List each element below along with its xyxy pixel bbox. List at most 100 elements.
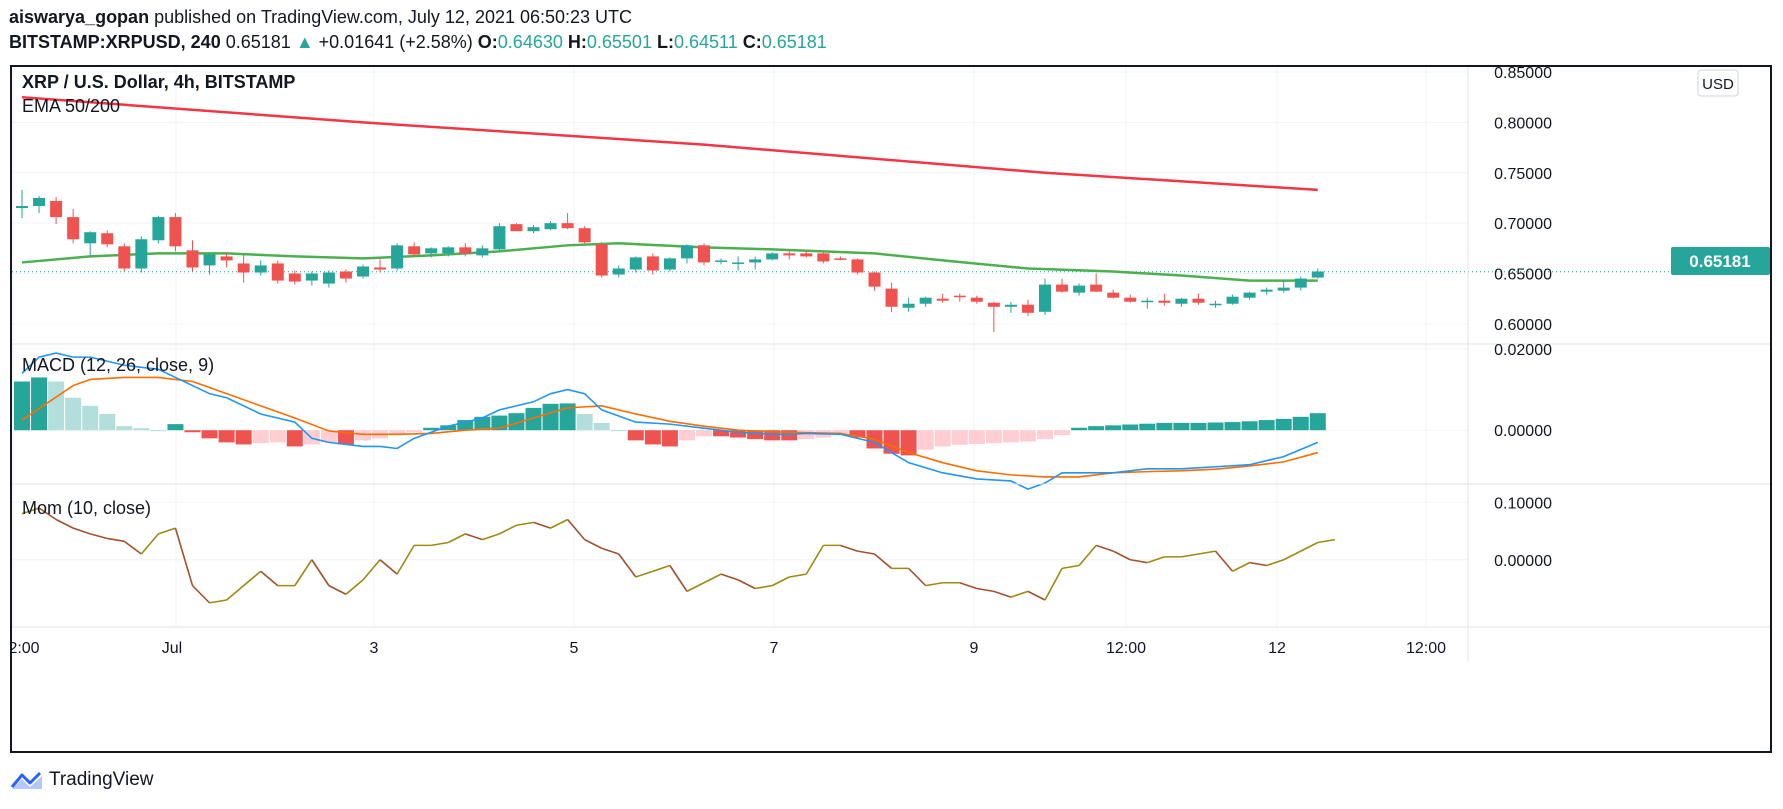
candle-body [715, 260, 728, 262]
momentum-segment [1249, 561, 1267, 567]
macd-histogram-bar [1037, 430, 1053, 440]
candle-body [169, 217, 182, 247]
candle-body [595, 244, 608, 276]
ema-indicator-title[interactable]: EMA 50/200 [22, 96, 120, 116]
chart-frame: 0.85000 0.80000 0.75000 0.70000 0.65000 0.600… [8, 65, 1772, 753]
low-label: L: [656, 32, 674, 52]
candle-body [1141, 300, 1154, 303]
momentum-segment [873, 553, 893, 569]
change-value: +0.01641 (+2.58%) [318, 32, 473, 52]
tradingview-brand: TradingView [48, 769, 154, 790]
candle-body [800, 253, 813, 257]
macd-histogram-bar [1002, 430, 1019, 443]
mom-indicator-title[interactable]: Mom (10, close) [22, 498, 151, 518]
y-tick-label: 0.70000 [1494, 216, 1552, 233]
macd-histogram-bar [201, 430, 218, 439]
candle-body [1209, 303, 1222, 306]
candle-body [1073, 285, 1086, 293]
candle-body [1175, 298, 1188, 304]
candle-body [936, 298, 949, 301]
macd-histogram-bar [235, 430, 252, 445]
axes: 0.85000 0.80000 0.75000 0.70000 0.65000 0.600… [8, 65, 1770, 662]
momentum-segment [686, 582, 705, 593]
close-value: 0.65181 [761, 32, 827, 52]
macd-histogram-bar [1139, 423, 1156, 431]
candle-body [1021, 304, 1034, 313]
macd-histogram-bar [730, 430, 747, 438]
macd-histogram-bar [798, 430, 815, 440]
momentum-segment [1095, 544, 1114, 552]
price-pane-title: XRP / U.S. Dollar, 4h, BITSTAMP [22, 72, 295, 92]
momentum-segment [311, 559, 330, 587]
macd-histogram-bar [48, 381, 65, 431]
macd-histogram-bar [1241, 421, 1258, 431]
publish-line: aiswarya_gopan published on TradingView.… [9, 7, 632, 28]
macd-histogram-bar [934, 430, 951, 447]
macd-histogram-bar [747, 430, 764, 440]
momentum-segment [703, 573, 722, 584]
candle-body [561, 223, 574, 229]
candle-body [629, 257, 642, 270]
candle-body [339, 271, 352, 279]
candle-body [919, 297, 932, 304]
macd-line [21, 352, 1319, 490]
momentum-segment [379, 559, 398, 575]
momentum-segment [1078, 544, 1097, 567]
chart-canvas[interactable]: 0.85000 0.80000 0.75000 0.70000 0.65000 0.600… [8, 65, 1770, 751]
momentum-segment [1198, 550, 1216, 555]
momentum-segment [789, 573, 807, 578]
tradingview-logo-icon [10, 771, 42, 789]
macd-histogram-bar [610, 430, 627, 432]
momentum-segment [840, 544, 858, 552]
macd-histogram-bar [559, 403, 576, 431]
candle-body [391, 245, 404, 269]
candle-body [817, 253, 830, 262]
momentum-segment [1044, 567, 1063, 601]
y-tick-label: 0.80000 [1494, 115, 1552, 132]
candle-body [510, 224, 523, 232]
momentum-segment [431, 541, 449, 547]
momentum-segment [260, 570, 279, 587]
macd-histogram-bar [184, 430, 201, 433]
macd-histogram-bar [269, 430, 286, 443]
candle-body [783, 253, 796, 256]
candle-body [970, 297, 983, 302]
candle-body [459, 247, 472, 254]
macd-histogram-bar [576, 413, 593, 431]
candle-body [442, 247, 455, 254]
currency-button[interactable] [1697, 69, 1739, 97]
tradingview-footer[interactable]: TradingView [10, 769, 154, 791]
ema200-line [21, 95, 1318, 192]
momentum-segment [1283, 550, 1302, 561]
macd-histogram-bar [968, 430, 985, 445]
candle-body [953, 295, 966, 298]
author-name[interactable]: aiswarya_gopan [9, 7, 150, 27]
momentum-segment [925, 581, 943, 587]
momentum-segment [38, 507, 57, 521]
macd-histogram-bar [849, 430, 866, 438]
y-tick-label: 0.60000 [1494, 317, 1552, 334]
momentum-segment [1147, 556, 1165, 564]
candle-body [1260, 289, 1273, 292]
momentum-segment [857, 550, 875, 555]
momentum-segment [482, 533, 500, 541]
momentum-segment [72, 527, 91, 535]
macd-histogram-bar [508, 413, 525, 431]
momentum-segment [209, 599, 227, 604]
macd-histogram-bar [133, 428, 150, 431]
candle-body [101, 233, 114, 245]
last-price: 0.65181 [225, 32, 291, 52]
y-tick-label: 0.85000 [1494, 67, 1552, 82]
momentum-segment [669, 565, 688, 592]
momentum-segment [294, 559, 313, 587]
macd-histogram-bar [31, 377, 48, 431]
macd-indicator-title[interactable]: MACD (12, 26, close, 9) [22, 355, 214, 375]
macd-histogram-bar [1173, 422, 1190, 431]
y-tick-label: 0.75000 [1494, 166, 1552, 183]
candle-body [868, 272, 881, 287]
candle-body [374, 267, 387, 270]
macd-histogram-bar [644, 430, 661, 445]
currency-label: USD [1702, 76, 1734, 93]
macd-histogram-bar [1224, 422, 1241, 431]
macd-histogram-bar [389, 430, 406, 436]
